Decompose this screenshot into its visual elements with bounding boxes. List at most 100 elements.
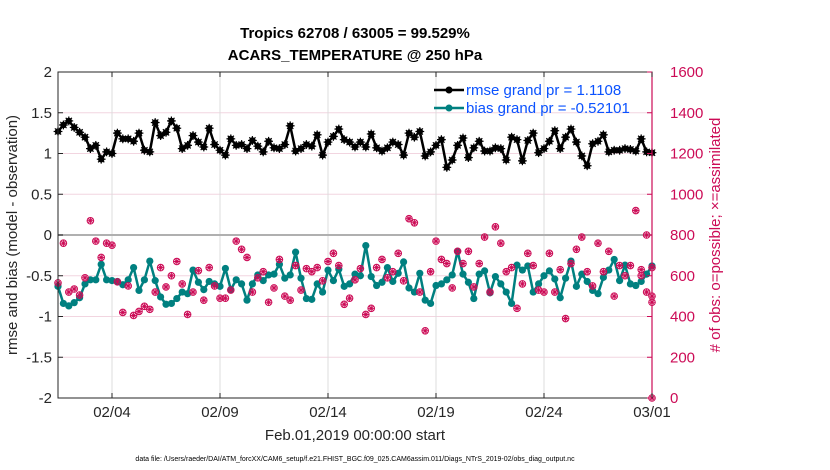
rmse-point xyxy=(480,146,489,156)
rmse-marker-spoke xyxy=(103,148,111,156)
obs-point xyxy=(97,253,105,262)
obs-point xyxy=(227,286,235,294)
obs-assimilated-marker xyxy=(120,309,126,316)
bias-point xyxy=(81,280,89,288)
rmse-point xyxy=(312,130,322,140)
rmse-marker-spoke xyxy=(221,151,229,159)
rmse-marker-spoke xyxy=(124,135,132,143)
obs-assimilated-marker xyxy=(60,240,67,246)
rmse-point xyxy=(474,136,484,146)
rmse-marker-spoke xyxy=(389,138,397,146)
obs-point xyxy=(556,265,565,274)
bias-point xyxy=(297,274,305,282)
bias-point xyxy=(497,280,505,288)
rmse-marker-spoke xyxy=(86,145,94,153)
obs-assimilated-marker xyxy=(341,301,347,307)
obs-point xyxy=(518,280,527,288)
rmse-marker-spoke xyxy=(405,129,413,137)
bias-point xyxy=(351,270,359,278)
obs-point xyxy=(594,239,602,247)
obs-point xyxy=(443,259,451,268)
rmse-point xyxy=(420,151,430,161)
bias-point xyxy=(362,241,370,250)
obs-point xyxy=(324,257,332,266)
obs-assimilated-marker xyxy=(292,262,299,269)
obs-assimilated-marker xyxy=(638,273,644,279)
y-tick-label: -1 xyxy=(39,309,52,326)
obs-point xyxy=(551,288,559,296)
obs-assimilated-marker xyxy=(255,275,261,281)
rmse-point xyxy=(118,134,128,144)
bias-point xyxy=(632,281,640,290)
obs-assimilated-marker xyxy=(276,256,283,263)
bias-point xyxy=(319,288,327,296)
obs-count-series xyxy=(54,206,656,402)
obs-assimilated-marker xyxy=(206,264,212,271)
obs-assimilated-marker xyxy=(184,311,191,318)
rmse-marker-spoke xyxy=(340,136,348,144)
obs-assimilated-marker xyxy=(373,264,380,271)
obs-assimilated-marker xyxy=(260,268,266,275)
obs-assimilated-marker xyxy=(487,289,493,295)
rmse-marker-spoke xyxy=(178,145,186,153)
obs-assimilated-marker xyxy=(201,297,207,303)
rmse-marker-spoke xyxy=(97,155,105,163)
y-axis-right: 0 200 400 600 800 1000 1200 1400 1600 xyxy=(647,64,703,407)
bias-point xyxy=(421,296,429,304)
rmse-point xyxy=(258,147,268,157)
obs-assimilated-marker xyxy=(481,234,488,240)
obs-point xyxy=(432,237,440,245)
rmse-marker-spoke xyxy=(394,140,402,149)
obs-assimilated-marker xyxy=(460,260,466,267)
rmse-point xyxy=(285,121,295,131)
bias-point xyxy=(265,271,273,279)
obs-point xyxy=(178,280,186,288)
rmse-point xyxy=(145,147,155,157)
obs-point xyxy=(210,282,219,290)
bias-point xyxy=(594,290,602,298)
obs-assimilated-marker xyxy=(379,256,385,263)
obs-point xyxy=(642,231,651,239)
rmse-point xyxy=(366,129,376,139)
obs-point xyxy=(75,291,84,299)
bias-point xyxy=(151,277,159,285)
y-right-tick-label: 400 xyxy=(670,309,695,326)
obs-assimilated-marker xyxy=(406,216,412,222)
rmse-marker-spoke xyxy=(421,152,429,160)
obs-assimilated-marker xyxy=(541,289,547,295)
rmse-point xyxy=(464,153,473,162)
obs-point xyxy=(410,218,419,227)
rmse-marker-spoke xyxy=(216,146,224,154)
rmse-marker-spoke xyxy=(281,140,289,149)
rmse-point xyxy=(545,136,554,146)
obs-assimilated-marker xyxy=(535,287,542,293)
obs-point xyxy=(162,283,170,291)
obs-assimilated-marker xyxy=(309,268,315,275)
x-tick-label: 02/14 xyxy=(309,404,347,421)
rmse-marker-spoke xyxy=(448,156,456,164)
obs-point xyxy=(389,267,397,276)
obs-assimilated-marker xyxy=(427,268,434,275)
rmse-point xyxy=(275,144,284,154)
obs-assimilated-marker xyxy=(147,306,153,313)
rmse-marker-spoke xyxy=(146,148,154,156)
rmse-marker-spoke xyxy=(518,157,526,165)
obs-point xyxy=(291,261,300,270)
obs-assimilated-marker xyxy=(557,266,563,273)
obs-point xyxy=(119,308,127,317)
rmse-point xyxy=(523,136,533,145)
bias-point xyxy=(216,282,224,290)
obs-assimilated-marker xyxy=(66,289,72,295)
bias-point xyxy=(448,271,456,279)
rmse-series xyxy=(53,116,657,172)
bias-point xyxy=(221,264,229,273)
bias-point xyxy=(459,270,467,278)
bias-point xyxy=(103,276,111,284)
rmse-point xyxy=(620,144,630,154)
obs-point xyxy=(632,206,640,215)
obs-assimilated-marker xyxy=(174,258,180,265)
obs-assimilated-marker xyxy=(195,267,202,274)
bias-point xyxy=(346,280,354,288)
rmse-point xyxy=(577,151,587,161)
bias-point xyxy=(270,270,278,278)
